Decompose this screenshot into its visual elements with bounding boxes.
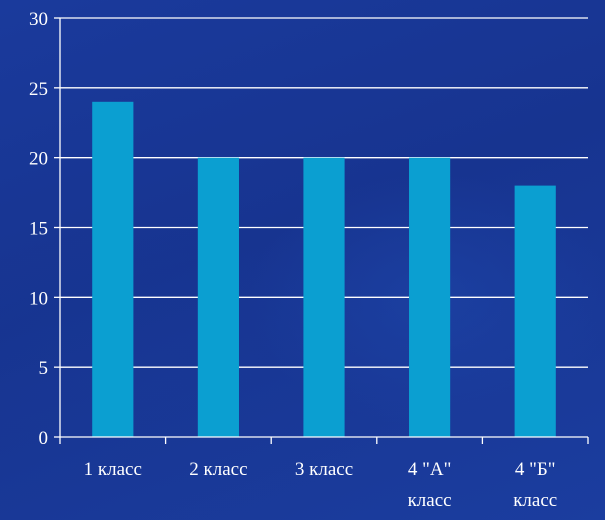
x-category-label: 1 класс (84, 459, 142, 480)
x-category-label: класс (408, 490, 452, 511)
y-tick-label: 5 (39, 358, 49, 379)
axes (54, 17, 589, 444)
bars (92, 101, 556, 438)
bar (303, 157, 345, 437)
x-category-label: 4 "А" (408, 459, 451, 480)
x-category-label: класс (513, 490, 557, 511)
bar (514, 185, 556, 437)
x-category-label: 3 класс (295, 459, 353, 480)
y-tick-label: 15 (29, 219, 48, 240)
y-tick-labels: 0 5 10 15 20 25 30 (29, 9, 48, 449)
x-category-label: 4 "Б" (515, 459, 556, 480)
y-tick-label: 30 (29, 9, 48, 30)
bar (409, 157, 451, 437)
y-tick-label: 20 (29, 149, 48, 170)
bar (92, 101, 134, 438)
x-category-label: 2 класс (189, 459, 247, 480)
bar (197, 157, 239, 437)
x-category-labels: 1 класс 2 класс 3 класс 4 "А" класс 4 "Б" клас… (84, 459, 558, 511)
y-tick-label: 10 (29, 288, 48, 309)
y-tick-label: 25 (29, 79, 48, 100)
y-tick-label: 0 (39, 428, 49, 449)
